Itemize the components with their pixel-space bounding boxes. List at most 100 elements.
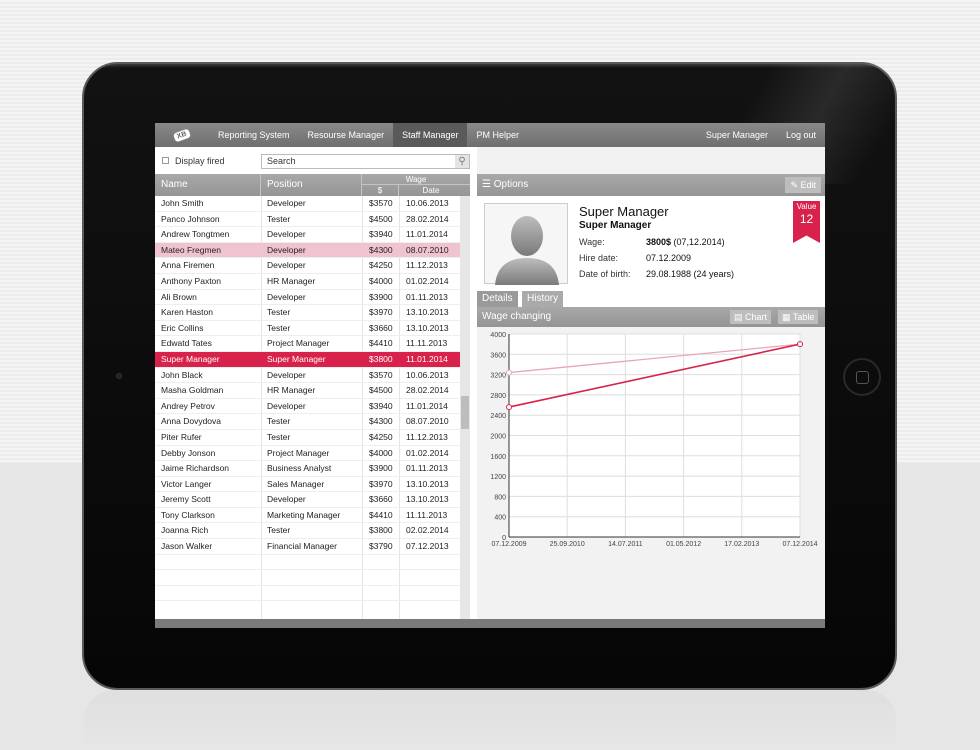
logo[interactable]: XB xyxy=(155,123,209,147)
y-tick-label: 3600 xyxy=(490,352,506,359)
scrollbar-thumb[interactable] xyxy=(461,396,469,429)
display-fired-checkbox[interactable] xyxy=(162,157,169,164)
column-wage[interactable]: Wage $ Date xyxy=(362,174,470,196)
table-row[interactable]: Victor Langer Sales Manager $3970 13.10.201… xyxy=(155,477,460,493)
cell-position: Tester xyxy=(267,431,291,442)
cell-name: Debby Jonson xyxy=(161,447,216,458)
x-tick-label: 14.07.2011 xyxy=(608,541,643,548)
wage-dollar-header: $ xyxy=(362,185,399,196)
footer-bar xyxy=(155,619,825,628)
table-row[interactable]: Edwatd Tates Project Manager $4410 11.11.20… xyxy=(155,336,460,352)
cell-name: Andrew Tongtmen xyxy=(161,229,230,240)
column-name[interactable]: Name xyxy=(155,174,261,196)
table-row[interactable]: Super Manager Super Manager $3800 11.01.201… xyxy=(155,351,460,368)
table-row[interactable]: Tony Clarkson Marketing Manager $4410 11.11… xyxy=(155,508,460,524)
display-fired-label: Display fired xyxy=(175,155,225,166)
cell-name: Masha Goldman xyxy=(161,385,224,396)
table-row[interactable]: Jeremy Scott Developer $3660 13.10.2013 xyxy=(155,492,460,508)
home-button[interactable] xyxy=(843,358,881,396)
home-icon xyxy=(856,371,869,384)
wage-header: Wage xyxy=(362,174,470,185)
table-row[interactable]: Karen Haston Tester $3970 13.10.2013 xyxy=(155,305,460,321)
cell-wage: $4000 xyxy=(369,275,393,286)
table-row[interactable]: Piter Rufer Tester $4250 11.12.2013 xyxy=(155,430,460,446)
list-scrollbar[interactable]: ∨ xyxy=(460,196,470,628)
table-row-empty xyxy=(155,586,460,602)
table-row[interactable]: Anna Firemen Developer $4250 11.12.2013 xyxy=(155,258,460,274)
cell-date: 13.10.2013 xyxy=(406,494,449,505)
cell-date: 13.10.2013 xyxy=(406,307,449,318)
y-tick-label: 2800 xyxy=(490,393,506,400)
cell-wage: $3790 xyxy=(369,541,393,552)
cell-position: HR Manager xyxy=(267,275,316,286)
table-row[interactable]: Jaime Richardson Business Analyst $3900 01.… xyxy=(155,461,460,477)
search-icon[interactable]: ⚲ xyxy=(455,154,470,169)
table-row-empty xyxy=(155,555,460,571)
detail-tabs: Details History xyxy=(477,291,825,307)
tab-history[interactable]: History xyxy=(522,291,564,307)
cell-name: Anna Dovydova xyxy=(161,416,222,427)
cell-wage: $4410 xyxy=(369,338,393,349)
app-screen: XB Reporting System Resourse Manager Sta… xyxy=(155,123,825,628)
options-title: Options xyxy=(493,179,529,190)
search-input[interactable]: Search xyxy=(261,154,457,169)
list-toolbar: Display fired Search ⚲ xyxy=(155,147,470,174)
edit-button[interactable]: ✎ Edit xyxy=(785,177,821,193)
table-row[interactable]: Panco Johnson Tester $4500 28.02.2014 xyxy=(155,212,460,228)
table-row[interactable]: John Smith Developer $3570 10.06.2013 xyxy=(155,196,460,212)
table-row[interactable]: Eric Collins Tester $3660 13.10.2013 xyxy=(155,321,460,337)
cell-wage: $4250 xyxy=(369,260,393,271)
cell-date: 11.11.2013 xyxy=(406,338,448,349)
table-row[interactable]: Andrew Tongtmen Developer $3940 11.01.2014 xyxy=(155,227,460,243)
table-row[interactable]: Joanna Rich Tester $3800 02.02.2014 xyxy=(155,523,460,540)
nav-resource-manager[interactable]: Resourse Manager xyxy=(307,130,385,140)
cell-position: Tester xyxy=(267,525,291,536)
x-tick-label: 17.02.2013 xyxy=(724,541,759,548)
cell-name: Eric Collins xyxy=(161,322,204,333)
data-point xyxy=(506,404,512,411)
table-row[interactable]: Jason Walker Financial Manager $3790 07.12.… xyxy=(155,539,460,555)
y-tick-label: 1200 xyxy=(490,474,506,481)
table-row[interactable]: Debby Jonson Project Manager $4000 01.02.20… xyxy=(155,446,460,462)
cell-position: Sales Manager xyxy=(267,478,325,489)
nav-pm-helper[interactable]: PM Helper xyxy=(476,130,519,140)
nav-reporting-system[interactable]: Reporting System xyxy=(218,130,290,140)
cell-position: Project Manager xyxy=(267,338,330,349)
data-point xyxy=(506,369,512,376)
cell-name: Joanna Rich xyxy=(161,525,209,536)
cell-date: 01.11.2013 xyxy=(406,291,448,302)
cell-wage: $4000 xyxy=(369,447,393,458)
options-label[interactable]: ☰ Options xyxy=(482,179,529,190)
table-row[interactable]: John Black Developer $3570 10.06.2013 xyxy=(155,368,460,384)
logout-link[interactable]: Log out xyxy=(785,130,816,140)
y-tick-label: 400 xyxy=(494,515,506,522)
employee-list-panel: Display fired Search ⚲ Name Position Wag… xyxy=(155,147,470,628)
cell-wage: $3800 xyxy=(369,353,393,364)
chart-button[interactable]: ▤ Chart xyxy=(730,310,772,324)
value-badge: Value 12 xyxy=(793,201,820,243)
table-button[interactable]: ▦ Table xyxy=(778,310,819,324)
table-row[interactable]: Mateo Fregmen Developer $4300 08.07.2010 xyxy=(155,242,460,259)
top-navigation: XB Reporting System Resourse Manager Sta… xyxy=(155,123,825,147)
chart-label: Chart xyxy=(745,312,768,322)
cell-position: Developer xyxy=(267,244,306,255)
table-row[interactable]: Andrey Petrov Developer $3940 11.01.2014 xyxy=(155,399,460,415)
nav-staff-manager[interactable]: Staff Manager xyxy=(393,123,468,147)
table-row[interactable]: Anthony Paxton HR Manager $4000 01.02.2014 xyxy=(155,274,460,290)
cell-name: Karen Haston xyxy=(161,307,213,318)
column-position[interactable]: Position xyxy=(261,174,362,196)
cell-position: Tester xyxy=(267,213,291,224)
table-row[interactable]: Anna Dovydova Tester $4300 08.07.2010 xyxy=(155,414,460,430)
cell-wage: $3660 xyxy=(369,494,393,505)
cell-position: Tester xyxy=(267,322,291,333)
profile-name: Super Manager xyxy=(579,204,669,219)
tab-details[interactable]: Details xyxy=(477,291,518,307)
cell-date: 08.07.2010 xyxy=(406,244,449,255)
table-row[interactable]: Masha Goldman HR Manager $4500 28.02.2014 xyxy=(155,383,460,399)
cell-position: Developer xyxy=(267,369,306,380)
employee-rows: John Smith Developer $3570 10.06.2013 Panco … xyxy=(155,196,460,602)
cell-wage: $4300 xyxy=(369,244,393,255)
cell-date: 11.12.2013 xyxy=(406,260,448,271)
table-row[interactable]: Ali Brown Developer $3900 01.11.2013 xyxy=(155,290,460,306)
user-menu[interactable]: Super Manager xyxy=(705,130,768,140)
